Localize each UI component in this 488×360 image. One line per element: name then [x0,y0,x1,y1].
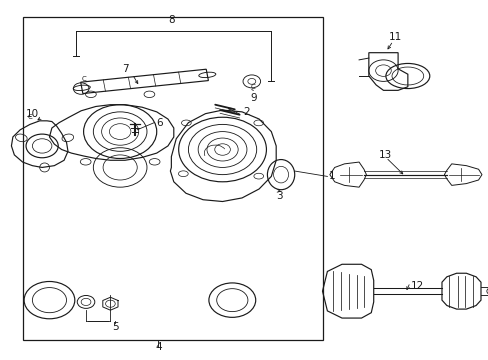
Text: 6: 6 [157,118,163,128]
Text: 8: 8 [168,15,174,26]
Text: 5: 5 [112,322,119,332]
Text: 9: 9 [249,93,256,103]
Text: 3: 3 [276,191,283,201]
Text: 12: 12 [410,281,424,291]
Text: 4: 4 [156,342,162,352]
Text: C: C [27,114,32,120]
Text: 13: 13 [379,150,392,160]
Text: 7: 7 [122,64,128,74]
Text: 1: 1 [328,171,335,181]
Text: 11: 11 [388,32,402,41]
Bar [22,17,322,339]
Text: 10: 10 [26,109,39,119]
Text: C: C [250,84,255,90]
Text: 2: 2 [243,107,250,117]
Text: C: C [81,76,86,82]
